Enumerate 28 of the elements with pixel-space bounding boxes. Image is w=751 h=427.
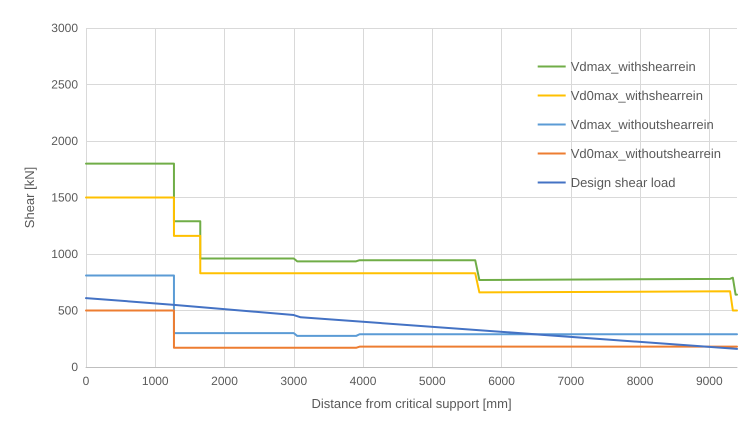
legend-label: Vd0max_withshearrein <box>570 88 703 103</box>
y-tick-label: 0 <box>71 360 78 374</box>
x-tick-label: 2000 <box>211 374 238 388</box>
line-series <box>85 297 738 350</box>
x-tick-label: 9000 <box>696 374 723 388</box>
x-tick-label: 0 <box>82 374 90 388</box>
y-tick-label: 1000 <box>51 247 78 261</box>
x-tick-label: 3000 <box>280 374 308 388</box>
y-tick-label: 3000 <box>51 21 78 35</box>
legend-label: Design shear load <box>570 175 676 190</box>
y-tick-label: 1500 <box>51 190 78 204</box>
x-axis-title: Distance from critical support [mm] <box>311 396 512 411</box>
line-series <box>85 196 738 312</box>
y-tick-label: 500 <box>58 304 78 318</box>
line-series <box>85 274 738 337</box>
x-tick-label: 7000 <box>557 374 584 388</box>
x-tick-label: 4000 <box>350 374 377 388</box>
y-tick-label: 2000 <box>51 134 78 148</box>
y-tick-label: 2500 <box>51 78 78 92</box>
x-tick-label: 1000 <box>142 374 169 388</box>
x-tick-label: 8000 <box>626 374 654 388</box>
x-tick-label: 6000 <box>488 374 516 388</box>
legend-label: Vd0max_withoutshearrein <box>570 146 722 161</box>
line-series <box>85 162 738 296</box>
legend-label: Vdmax_withshearrein <box>570 59 696 74</box>
x-tick-label: 5000 <box>418 374 446 388</box>
legend-label: Vdmax_withoutshearrein <box>570 117 714 132</box>
y-axis-title: Shear [kN] <box>22 166 37 228</box>
